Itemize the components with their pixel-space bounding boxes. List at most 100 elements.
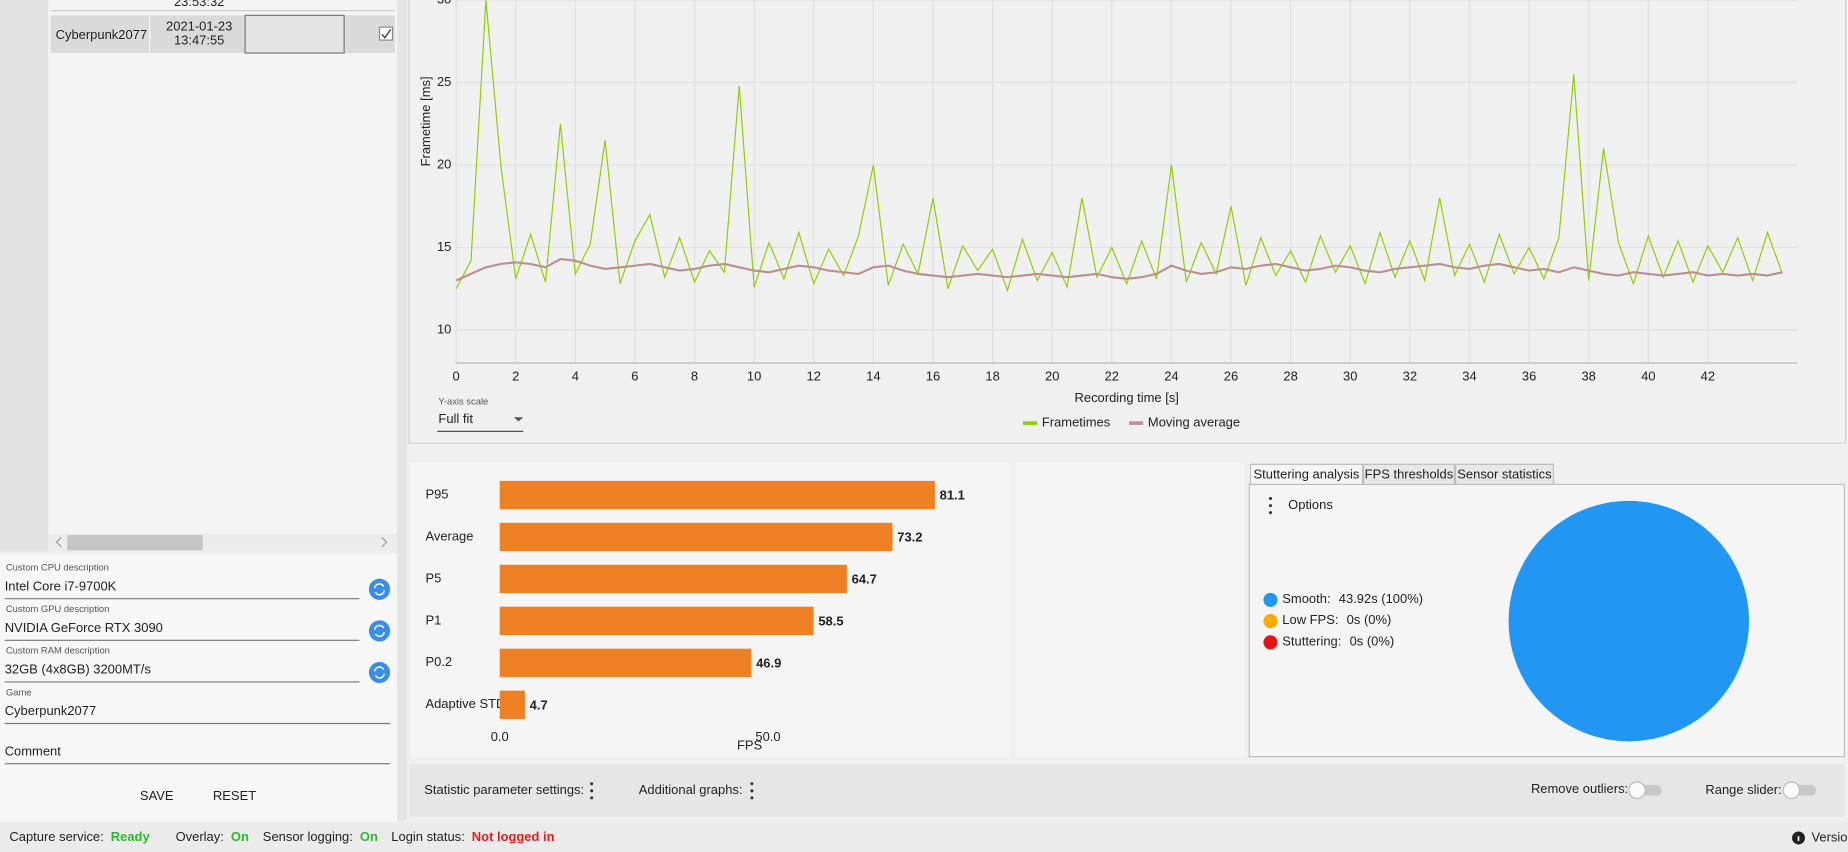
bar-value-label: 46.9 xyxy=(756,655,781,670)
status-value: On xyxy=(360,829,378,844)
x-tick-label: 2 xyxy=(512,369,519,384)
category-label: Adaptive STDEV xyxy=(425,696,523,711)
field-value[interactable]: Cyberpunk2077 xyxy=(5,703,96,718)
kebab-menu[interactable] xyxy=(590,782,594,800)
checkmark xyxy=(381,29,392,39)
tab[interactable] xyxy=(1249,463,1364,485)
status-value: Not logged in xyxy=(472,829,555,844)
options-button[interactable]: Options xyxy=(1288,497,1333,512)
field-value[interactable]: Intel Core i7-9700K xyxy=(5,578,117,593)
bar-value-label: 64.7 xyxy=(852,572,877,587)
toggle-knob[interactable] xyxy=(1628,781,1646,800)
x-tick-label: 16 xyxy=(926,369,940,384)
kebab-menu[interactable] xyxy=(750,782,754,800)
field-label: Custom CPU description xyxy=(6,562,109,573)
y-tick-label: 10 xyxy=(437,321,451,336)
x-tick-label: 38 xyxy=(1581,369,1595,384)
comment-placeholder[interactable]: Comment xyxy=(5,743,62,758)
version: Version xyxy=(1811,829,1848,844)
toolbar xyxy=(408,763,1845,817)
status-label: Overlay: xyxy=(176,829,224,844)
bar xyxy=(499,606,814,636)
tab-label[interactable]: Stuttering analysis xyxy=(1254,466,1360,481)
x-tick-label: 34 xyxy=(1462,369,1476,384)
x-tick-label: 32 xyxy=(1403,369,1417,384)
legend-dot xyxy=(1263,592,1278,607)
bar-value-label: 81.1 xyxy=(940,488,965,503)
dropdown-value[interactable]: Full fit xyxy=(438,411,473,426)
button[interactable]: SAVE xyxy=(140,788,174,803)
series-line xyxy=(456,257,1783,282)
category-label: P5 xyxy=(425,570,441,585)
dropdown-arrow[interactable] xyxy=(513,417,524,422)
scroll-arrows[interactable] xyxy=(55,537,388,548)
legend-dot xyxy=(1263,614,1278,629)
status-items: Capture service: Ready Overlay: On Sensor lo… xyxy=(9,829,554,844)
legend-dot xyxy=(1263,635,1278,650)
status-item: Capture service: Ready xyxy=(9,829,150,844)
y-axis-title: Frametime [ms] xyxy=(418,76,433,166)
x-tick-label: 12 xyxy=(807,369,821,384)
menu-dot xyxy=(1268,504,1273,508)
x-axis-title: Recording time [s] xyxy=(1075,390,1179,405)
status-label: Capture service: xyxy=(9,829,103,844)
x-tick-label: 24 xyxy=(1164,369,1178,384)
tab[interactable] xyxy=(1363,463,1455,485)
status-item: Sensor logging: On xyxy=(263,829,378,844)
category-label: P95 xyxy=(425,486,448,501)
category-label: Average xyxy=(425,528,473,543)
x-tick-label: 22 xyxy=(1105,369,1119,384)
y-tick-label: 15 xyxy=(437,239,451,254)
record-date: 2021-01-23 xyxy=(166,19,232,34)
status-value: On xyxy=(231,829,249,844)
tab-label[interactable]: FPS thresholds xyxy=(1365,466,1454,481)
statistics-bar-chart: P95 81.1 Average 73.2 P5 64.7 P1 58.5 P0.2 46.9 Ad… xyxy=(425,480,965,752)
status-item: Overlay: On xyxy=(176,829,249,844)
bar-value-label: 73.2 xyxy=(897,530,922,545)
refresh-button[interactable] xyxy=(368,620,391,642)
refresh-button[interactable] xyxy=(368,661,391,684)
y-tick-label: 30 xyxy=(437,0,451,6)
tab-label[interactable]: Sensor statistics xyxy=(1457,466,1552,481)
dropdown-label: Y-axis scale xyxy=(438,395,488,406)
comment-cell[interactable] xyxy=(244,14,345,54)
record-time: 23:53:32 xyxy=(174,0,224,9)
toolbar-label: Remove outliers: xyxy=(1531,781,1628,796)
legend-entry: Low FPS: 0s (0%) xyxy=(1282,613,1391,628)
refresh-button[interactable] xyxy=(368,578,391,600)
field-value[interactable]: NVIDIA GeForce RTX 3090 xyxy=(5,620,163,635)
toggle-knob[interactable] xyxy=(1782,781,1801,800)
legend-name: Low FPS: xyxy=(1282,613,1338,628)
status-label: Sensor logging: xyxy=(263,829,353,844)
status-value: Ready xyxy=(111,829,151,844)
x-tick-label: 28 xyxy=(1283,369,1297,384)
status-label: Login status: xyxy=(391,829,464,844)
x-tick-label: 4 xyxy=(572,369,579,384)
legend-value: 0s (0%) xyxy=(1347,613,1392,628)
y-tick-label: 25 xyxy=(437,74,451,89)
left-strip xyxy=(0,0,49,552)
splitter xyxy=(397,0,407,822)
legend-name: Stuttering: xyxy=(1282,634,1341,649)
bar-value-label: 58.5 xyxy=(818,613,843,628)
x-tick-label: 14 xyxy=(866,369,880,384)
scroll-thumb[interactable] xyxy=(67,535,203,551)
button[interactable]: RESET xyxy=(213,788,256,803)
x-tick-label: 6 xyxy=(631,369,638,384)
field-value[interactable]: 32GB (4x8GB) 3200MT/s xyxy=(5,662,152,677)
legend-label: Frametimes xyxy=(1042,415,1111,430)
y-tick-label: 20 xyxy=(437,156,451,171)
info-icon-glyph xyxy=(1797,836,1800,841)
x-tick-label: 50.0 xyxy=(755,729,780,744)
bar xyxy=(499,480,935,510)
x-tick-label: 40 xyxy=(1641,369,1655,384)
legend-name: Smooth: xyxy=(1282,591,1330,606)
x-tick-label: 8 xyxy=(691,369,698,384)
tab[interactable] xyxy=(1454,463,1554,485)
pie-slice xyxy=(1508,500,1749,742)
x-tick-label: 0 xyxy=(452,369,459,384)
checkbox[interactable] xyxy=(378,26,394,41)
x-tick-label: 36 xyxy=(1522,369,1536,384)
legend-entry: Smooth: 43.92s (100%) xyxy=(1282,591,1423,606)
